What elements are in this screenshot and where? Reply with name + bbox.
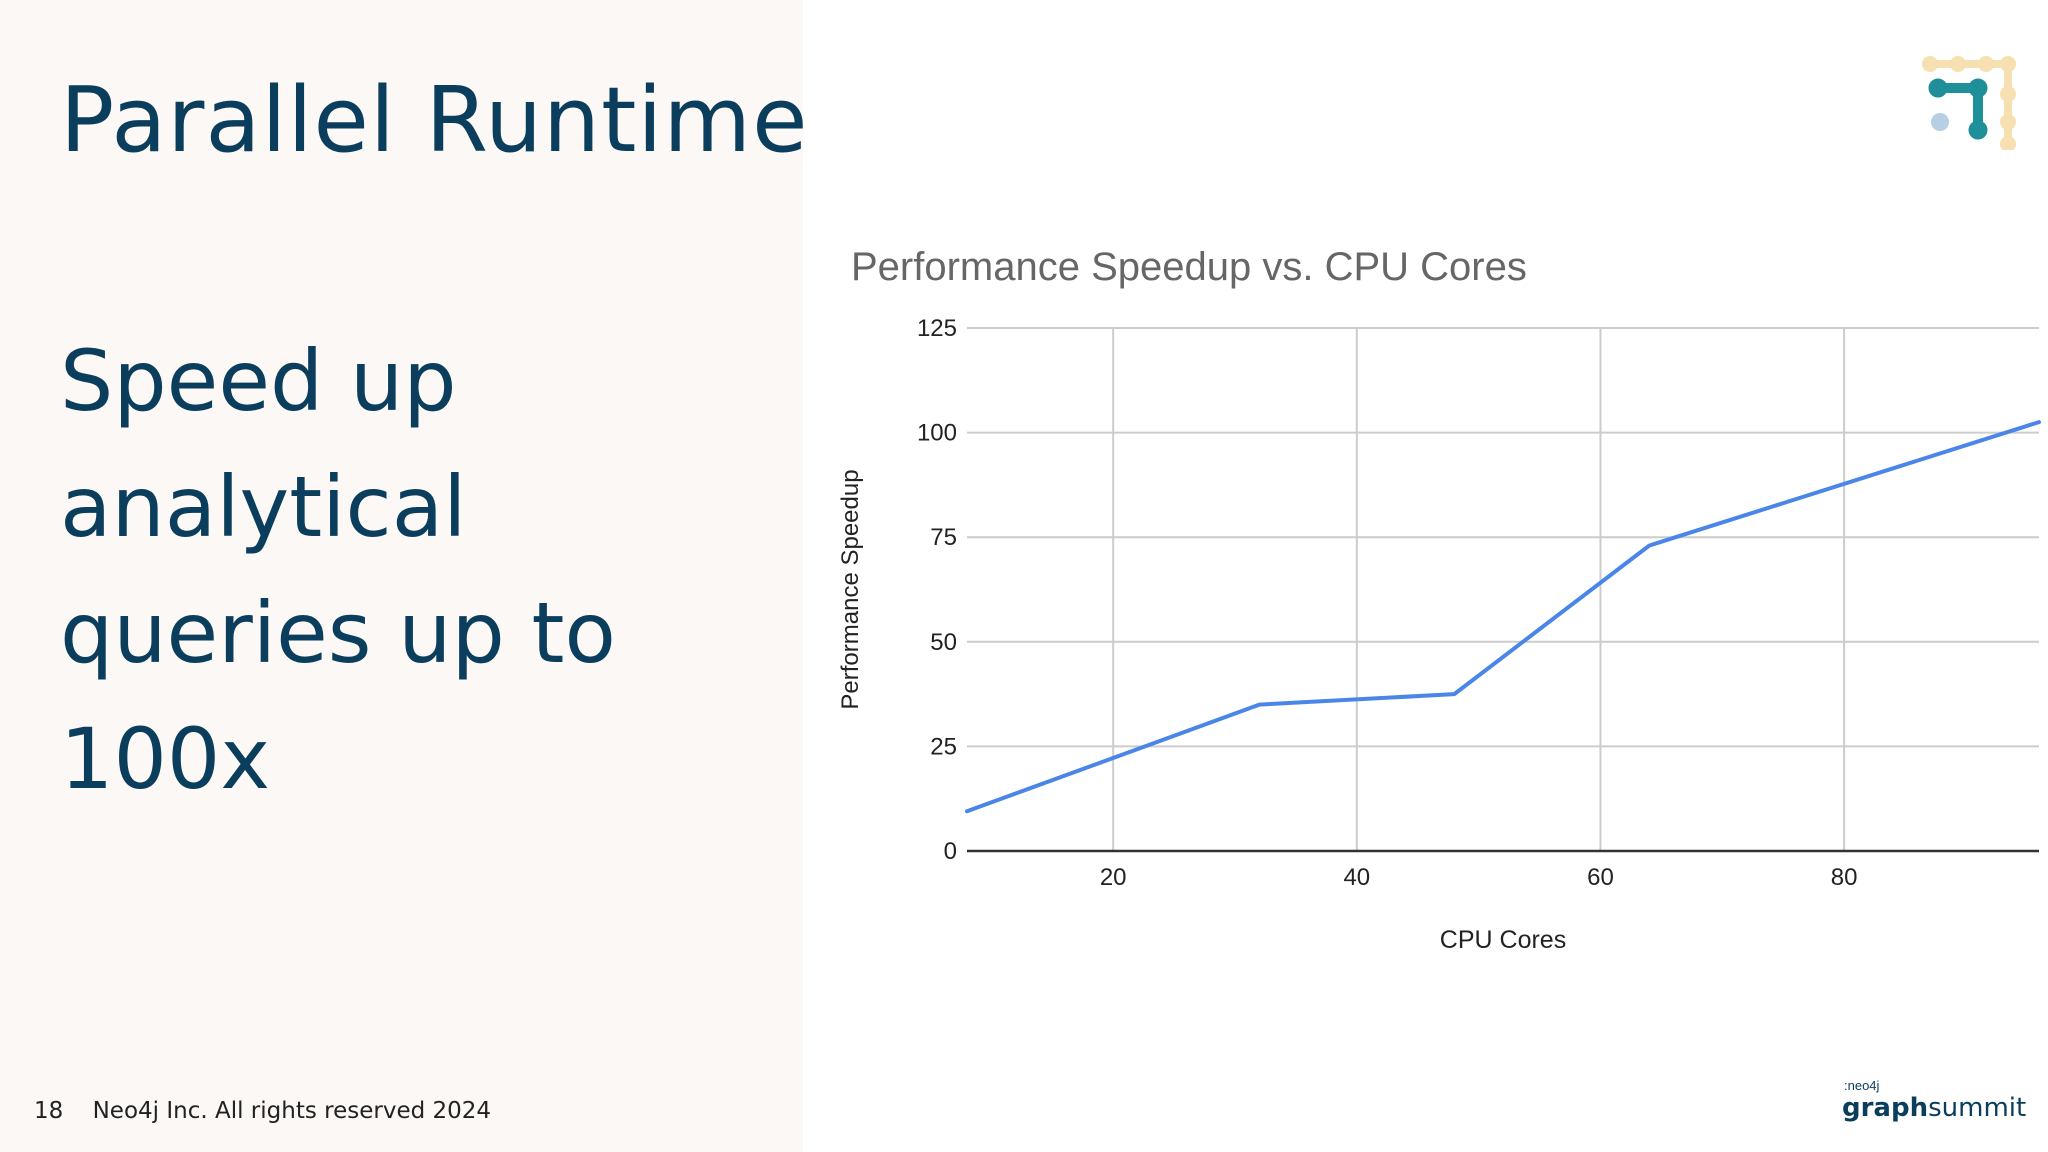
slide-subtitle: Speed up analytical queries up to 100x: [60, 318, 760, 822]
subtitle-line: analytical: [60, 458, 467, 556]
y-tick-label: 0: [944, 838, 957, 865]
brand-main-light: summit: [1928, 1093, 2027, 1123]
x-tick-label: 80: [1831, 864, 1858, 891]
x-tick-label: 20: [1100, 864, 1127, 891]
subtitle-line: 100x: [60, 710, 271, 808]
y-tick-label: 125: [917, 315, 957, 342]
y-tick-label: 25: [930, 733, 957, 760]
subtitle-line: queries up to: [60, 584, 616, 682]
chart-area: Performance Speedup vs. CPU Cores 0 25 50 75…: [803, 0, 2048, 1152]
x-tick-label: 60: [1587, 864, 1614, 891]
brand-main-label: graphsummit: [1842, 1093, 2026, 1123]
slide-title: Parallel Runtime: [60, 68, 809, 173]
y-tick-label: 50: [930, 629, 957, 656]
y-tick-label: 100: [917, 420, 957, 447]
left-panel: Parallel Runtime Speed up analytical que…: [0, 0, 807, 1152]
brand-main-bold: graph: [1842, 1093, 1929, 1123]
series-line: [965, 420, 2041, 814]
footer: 18 Neo4j Inc. All rights reserved 2024: [34, 1098, 491, 1124]
graphsummit-logo: :neo4j graphsummit: [1842, 1078, 2026, 1123]
x-axis-label: CPU Cores: [1440, 926, 1566, 954]
copyright-text: Neo4j Inc. All rights reserved 2024: [92, 1098, 492, 1124]
page-number: 18: [34, 1098, 64, 1124]
y-tick-label: 75: [930, 524, 957, 551]
brand-small-label: :neo4j: [1844, 1078, 1880, 1093]
chart-title: Performance Speedup vs. CPU Cores: [851, 245, 1527, 289]
y-axis-label: Performance Speedup: [837, 469, 864, 709]
graph-network-logo-icon: [1922, 56, 2016, 150]
subtitle-line: Speed up: [60, 332, 457, 430]
line-chart: Performance Speedup vs. CPU Cores 0 25 50 75…: [837, 245, 2041, 954]
x-tick-label: 40: [1343, 864, 1370, 891]
